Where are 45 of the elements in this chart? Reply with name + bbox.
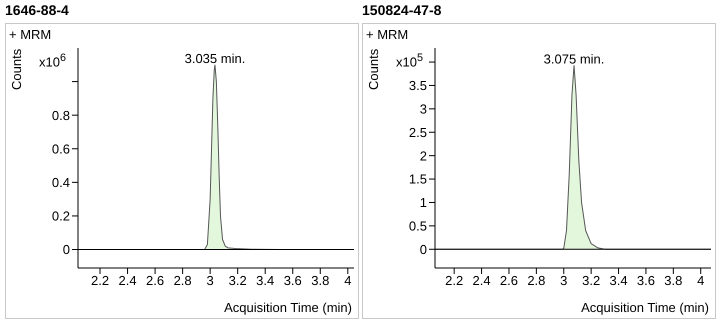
y-tick-label: 2.5 — [408, 124, 427, 140]
y-tick-label: 0.6 — [52, 141, 70, 156]
x-tick-label: 3.6 — [284, 273, 302, 288]
y-tick-label: 0 — [62, 242, 70, 258]
x-tick-label: 3.2 — [228, 273, 247, 288]
x-tick-label: 3 — [560, 273, 568, 288]
x-axis-title: Acquisition Time (min) — [581, 300, 709, 315]
x-tick-label: 3 — [206, 273, 214, 288]
x-tick-label: 3.4 — [610, 273, 628, 288]
y-tick-label: 1 — [420, 195, 427, 210]
annotation: 3.035 min. — [184, 50, 246, 66]
x-tick-label: 2.8 — [174, 273, 192, 288]
y-axis-title: Counts — [9, 48, 24, 90]
y-tick-label: 0.5 — [408, 218, 427, 234]
text: x10$^{6}$ — [39, 52, 66, 70]
chart-title: 150824-47-8 — [362, 2, 442, 18]
y-tick-label: 3.5 — [408, 78, 427, 94]
x-tick-label: 3.2 — [582, 273, 600, 288]
x-tick-label: 2.2 — [445, 273, 464, 288]
y-tick-label: 0 — [420, 242, 427, 257]
x-tick-label: 4 — [697, 273, 704, 288]
x-tick-label: 3.4 — [256, 273, 274, 288]
y-axis-title: Counts — [366, 48, 381, 90]
text: + MRM — [9, 27, 52, 42]
x-tick-label: 3.8 — [311, 273, 330, 288]
chart-title: 1646-88-4 — [5, 2, 69, 18]
x-tick-label: 2.6 — [146, 273, 164, 288]
x-tick-label: 2.6 — [500, 273, 518, 288]
x-tick-label: 4 — [344, 273, 352, 288]
y-tick-label: 1.5 — [408, 172, 427, 187]
x-tick-label: 2.4 — [118, 273, 137, 288]
x-tick-label: 2.2 — [90, 273, 110, 288]
y-tick-label: 0.8 — [52, 108, 70, 123]
y-tick-label: 2 — [420, 148, 427, 164]
x-tick-label: 3.6 — [636, 273, 655, 288]
annotation: 3.075 min. — [544, 51, 604, 66]
y-tick-label: 0.2 — [52, 208, 70, 224]
text: x10$^{5}$ — [396, 52, 423, 70]
x-tick-label: 2.4 — [472, 273, 491, 288]
x-tick-label: 3.8 — [664, 273, 682, 288]
x-axis-title: Acquisition Time (min) — [224, 300, 352, 315]
x-tick-label: 2.8 — [527, 273, 546, 288]
text: + MRM — [366, 27, 408, 42]
y-tick-label: 0.4 — [52, 174, 70, 190]
y-tick-label: 3 — [420, 101, 427, 116]
